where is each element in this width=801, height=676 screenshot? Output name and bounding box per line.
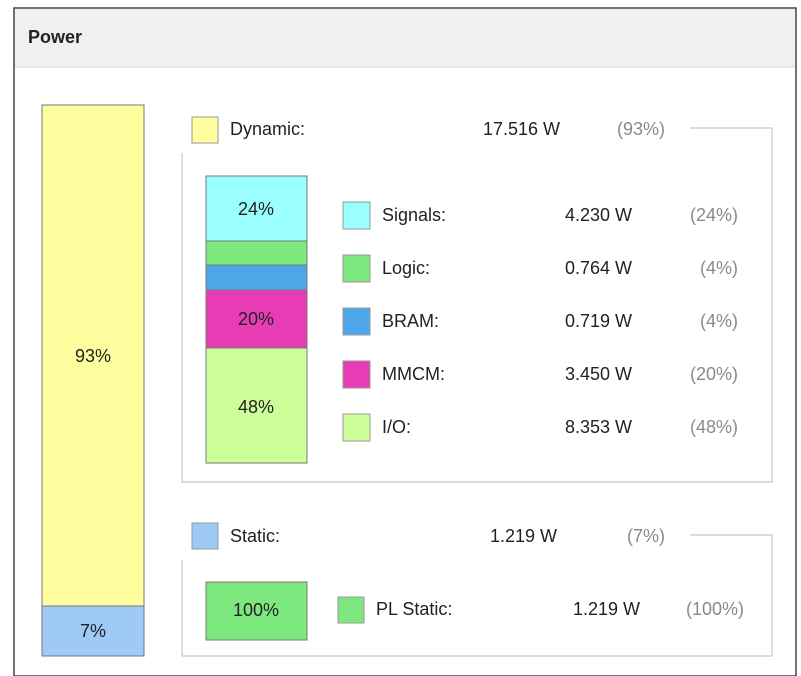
bar-segment [205, 175, 308, 242]
item-power: 4.230 W [565, 205, 632, 225]
group-border [181, 127, 773, 483]
dynamic-segment [41, 104, 145, 607]
group-power: 17.516 W [483, 119, 560, 139]
segment-label: 93% [75, 346, 111, 366]
item-share: (4%) [700, 258, 738, 278]
item-name: I/O: [382, 417, 411, 437]
bar-segment [205, 240, 308, 266]
item-name: Logic: [382, 258, 430, 278]
group-label: Static: [230, 526, 280, 546]
group-share: (93%) [617, 119, 665, 139]
item-name: BRAM: [382, 311, 439, 331]
group-border [181, 534, 773, 657]
legend-swatch [342, 307, 371, 336]
item-power: 0.719 W [565, 311, 632, 331]
segment-label: 100% [233, 600, 279, 620]
legend-swatch [342, 201, 371, 230]
legend-swatch [337, 596, 365, 624]
item-name: MMCM: [382, 364, 445, 384]
group-power: 1.219 W [490, 526, 557, 546]
item-name: PL Static: [376, 599, 452, 619]
bar-segment [205, 581, 308, 641]
segment-label: 20% [238, 309, 274, 329]
bar-segment [205, 264, 308, 291]
item-share: (100%) [686, 599, 744, 619]
group-label: Dynamic: [230, 119, 305, 139]
item-power: 3.450 W [565, 364, 632, 384]
item-power: 8.353 W [565, 417, 632, 437]
group-share: (7%) [627, 526, 665, 546]
segment-label: 48% [238, 397, 274, 417]
legend-swatch [342, 360, 371, 389]
item-share: (4%) [700, 311, 738, 331]
legend-swatch [342, 254, 371, 283]
bar-segment [205, 289, 308, 349]
header-band [15, 9, 795, 67]
segment-label: 7% [80, 621, 106, 641]
item-power: 0.764 W [565, 258, 632, 278]
item-share: (20%) [690, 364, 738, 384]
item-power: 1.219 W [573, 599, 640, 619]
legend-swatch [191, 116, 219, 144]
static-segment [41, 605, 145, 657]
item-name: Signals: [382, 205, 446, 225]
item-share: (48%) [690, 417, 738, 437]
legend-swatch [191, 522, 219, 550]
header-title: Power [28, 27, 82, 47]
segment-label: 24% [238, 199, 274, 219]
legend-swatch [342, 413, 371, 442]
item-share: (24%) [690, 205, 738, 225]
bar-segment [205, 347, 308, 464]
